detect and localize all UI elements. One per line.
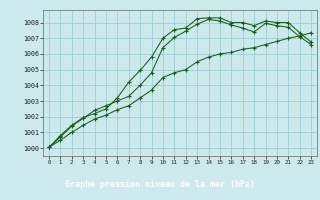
Text: Graphe pression niveau de la mer (hPa): Graphe pression niveau de la mer (hPa): [65, 180, 255, 189]
